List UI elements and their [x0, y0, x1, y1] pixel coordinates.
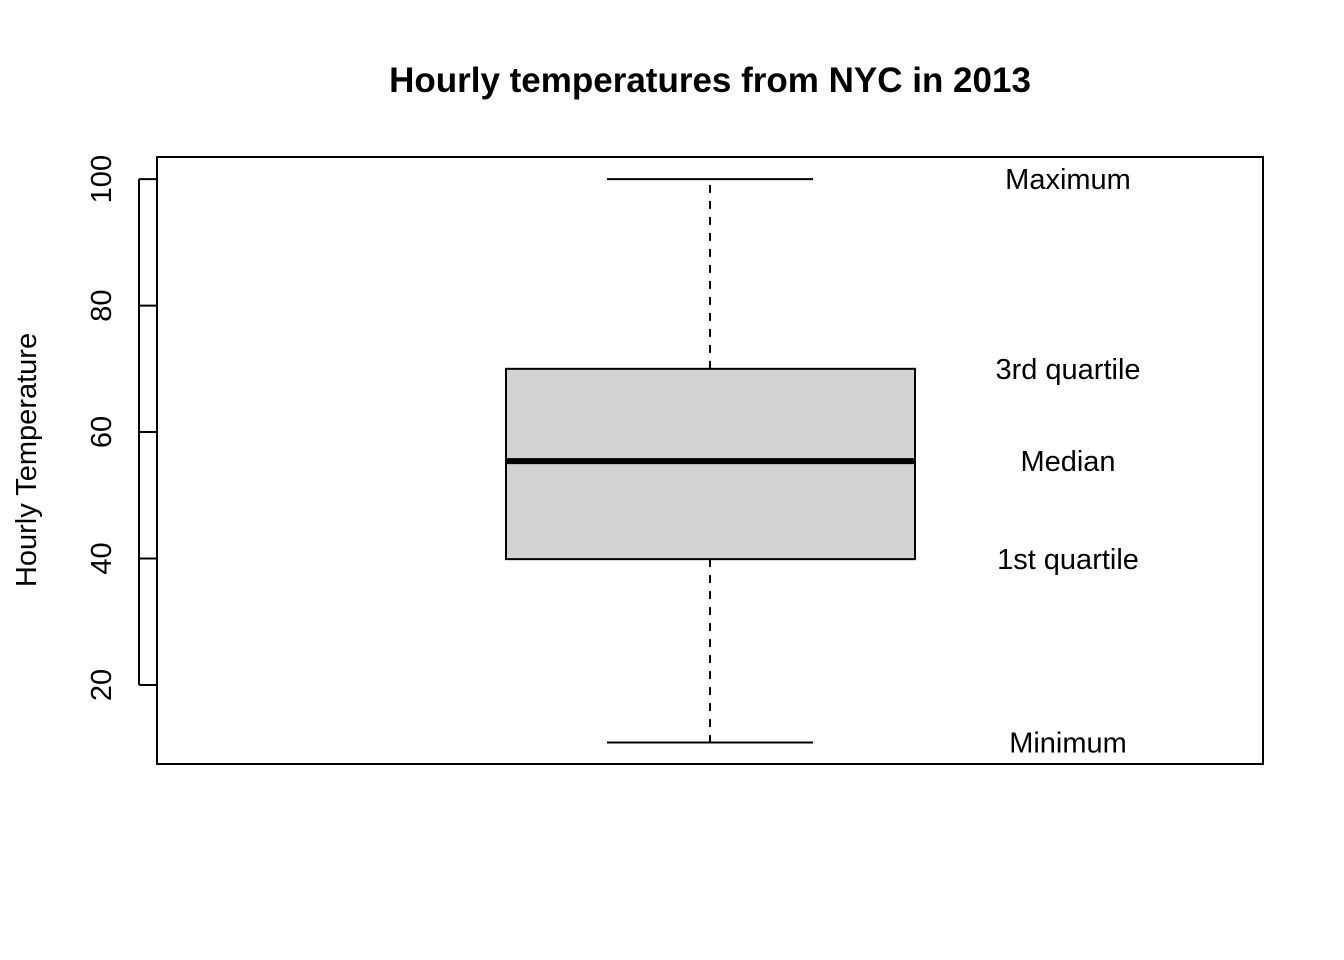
plot-frame — [156, 156, 1264, 765]
y-axis: 20 40 60 80 100 — [86, 155, 157, 701]
y-axis-label: Hourly Temperature — [11, 333, 43, 587]
y-tick-label: 20 — [86, 669, 118, 701]
annotation-label: 1st quartile — [997, 544, 1139, 576]
annotation-label: 3rd quartile — [995, 354, 1140, 386]
y-tick-label: 40 — [86, 542, 118, 574]
box-plot — [505, 178, 916, 744]
chart-title: Hourly temperatures from NYC in 2013 — [389, 61, 1031, 100]
annotations: Maximum 3rd quartile Median 1st quartile Min… — [995, 164, 1140, 759]
annotation-label: Median — [1020, 446, 1115, 478]
y-tick-label: 60 — [86, 416, 118, 448]
y-tick-label: 100 — [86, 155, 118, 203]
annotation-label: Minimum — [1009, 728, 1127, 760]
y-tick-label: 80 — [86, 289, 118, 321]
annotation-label: Maximum — [1005, 164, 1131, 196]
